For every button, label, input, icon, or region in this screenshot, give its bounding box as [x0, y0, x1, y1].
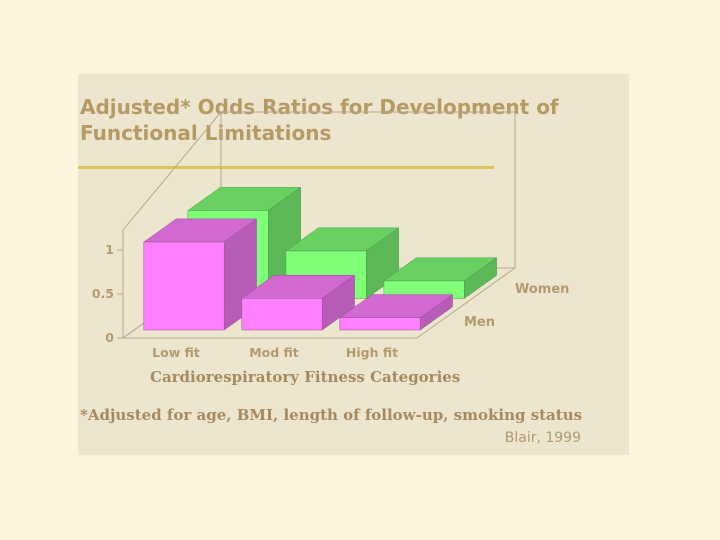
bar-men-low-fit: [143, 218, 258, 331]
x-axis-ticks: Low fit Mod fit High fit: [152, 345, 398, 360]
bar-men-mod-fit: [241, 274, 356, 331]
bar-men-high-fit: [339, 294, 454, 331]
series-labels: Men Women: [464, 282, 569, 330]
bars-layer: [143, 186, 498, 331]
x-tick-label: Mod fit: [249, 345, 299, 360]
x-tick-label: Low fit: [152, 345, 200, 360]
y-tick-label: 0.5: [92, 286, 114, 301]
slide-panel: Adjusted* Odds Ratios for Development of…: [78, 74, 629, 455]
bar-front-face: [241, 298, 323, 331]
bar-women-high-fit: [383, 257, 498, 299]
x-axis-label: Cardiorespiratory Fitness Categories: [150, 368, 460, 386]
chart-title: Adjusted* Odds Ratios for Development of…: [80, 95, 559, 145]
y-tick-label: 0: [105, 330, 114, 345]
footnote: *Adjusted for age, BMI, length of follow…: [80, 406, 583, 424]
y-axis-ticks: 00.51: [92, 242, 123, 345]
series-label-men: Men: [464, 315, 495, 330]
title-underline: [78, 166, 494, 169]
bar-front-face: [143, 241, 225, 331]
series-label-women: Women: [515, 282, 569, 297]
y-tick-label: 1: [105, 242, 114, 257]
x-tick-label: High fit: [346, 345, 398, 360]
source-citation: Blair, 1999: [504, 430, 581, 446]
bar-front-face: [339, 317, 421, 331]
